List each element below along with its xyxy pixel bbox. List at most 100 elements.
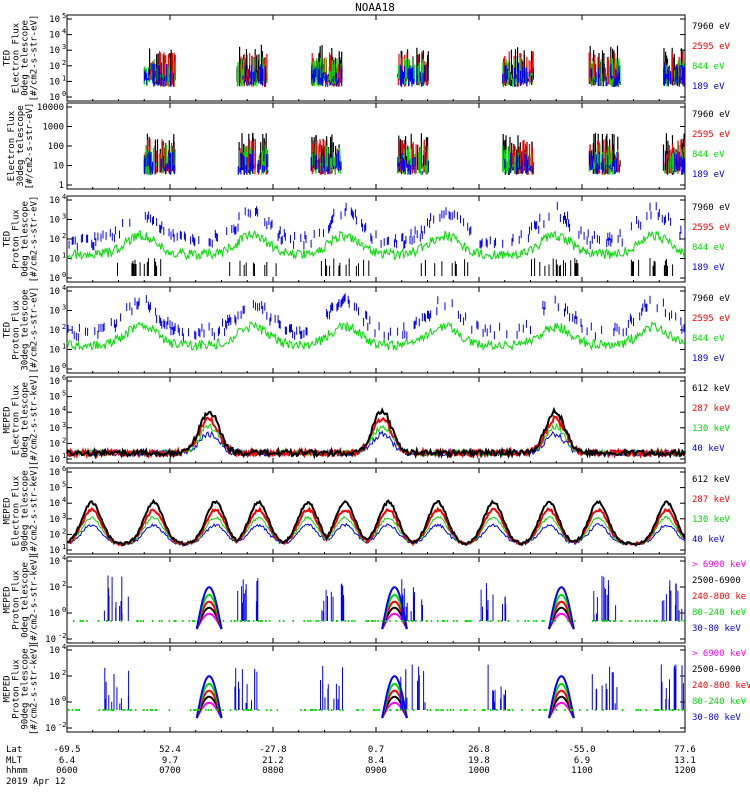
y-tick-label: 10 — [49, 287, 60, 297]
y-tick-label: 10 — [49, 484, 60, 494]
y-tick-label-exponent: 0 — [62, 271, 66, 279]
y-tick-label: 10 — [49, 31, 60, 41]
y-tick-label: 10 — [49, 468, 60, 478]
y-tick-label: 10 — [49, 15, 60, 25]
footer-lat: 77.6 — [674, 745, 696, 755]
footer-time: 1200 — [674, 766, 696, 776]
y-tick-label: 10 — [49, 557, 60, 567]
y-tick-label-exponent: 4 — [62, 284, 66, 292]
y-tick-label: 10 — [49, 393, 60, 403]
footer-time: 0900 — [365, 766, 387, 776]
footer-lat: -69.5 — [53, 745, 80, 755]
y-axis-label-line: [#/cm2-s-str-eV] — [30, 287, 40, 374]
y-tick-label-exponent: 2 — [62, 436, 66, 444]
y-tick-label-exponent: 0 — [62, 695, 66, 703]
y-tick-label-exponent: 3 — [62, 43, 66, 51]
legend-entry-4: 189 eV — [692, 82, 725, 92]
y-tick-label: 10 — [49, 93, 60, 103]
y-tick-label: 10 — [49, 672, 60, 682]
y-axis-label: Electron Flux30deg telescope[#/cm2-s-str… — [7, 103, 35, 190]
legend-entry-1: 612 keV — [692, 384, 731, 394]
y-tick-label-exponent: 3 — [62, 304, 66, 312]
legend-entry-4: 40 keV — [692, 535, 725, 545]
y-tick-label: 10 — [49, 439, 60, 449]
y-tick-label-exponent: 1 — [62, 343, 66, 351]
y-tick-label: 10 — [49, 646, 60, 656]
y-tick-label: 10 — [49, 274, 60, 284]
legend-entry-1: 7960 eV — [692, 203, 731, 213]
y-tick-label: 10 — [49, 609, 60, 619]
y-tick-label: 10 — [49, 255, 60, 265]
footer-mlt: 6.9 — [574, 756, 590, 766]
legend-entry-4: 40 keV — [692, 444, 725, 454]
legend-entry-3: 240-800 keV — [692, 681, 750, 691]
footer-row-label-2: MLT — [6, 756, 23, 766]
y-tick-label: 1 — [59, 181, 64, 191]
y-tick-label-exponent: 1 — [62, 74, 66, 82]
footer-mlt: 6.4 — [59, 756, 75, 766]
y-tick-label: 10 — [49, 377, 60, 387]
y-tick-label: 100 — [48, 142, 64, 152]
y-tick-label-exponent: 3 — [62, 512, 66, 520]
chart-title: NOAA18 — [355, 1, 395, 14]
y-axis-label-line: [#/cm2-s-str-eV] — [25, 103, 35, 190]
y-tick-label: 10 — [49, 408, 60, 418]
y-tick-label-exponent: 4 — [62, 405, 66, 413]
y-tick-label-exponent: 2 — [62, 323, 66, 331]
y-tick-label-exponent: 4 — [62, 554, 66, 562]
footer-mlt: 19.8 — [468, 756, 490, 766]
y-axis-label-line: [#/cm2-s-str-keV] — [30, 643, 40, 735]
legend-entry-1: 7960 eV — [692, 22, 731, 32]
y-tick-label-exponent: 3 — [62, 421, 66, 429]
y-tick-label: 10 — [45, 724, 56, 734]
legend-entry-4: 189 eV — [692, 354, 725, 364]
legend-entry-1: 7960 eV — [692, 294, 731, 304]
y-tick-label-exponent: -2 — [58, 632, 66, 640]
y-tick-label: 10 — [49, 196, 60, 206]
legend-entry-3: 844 eV — [692, 334, 725, 344]
y-tick-label: 10 — [49, 515, 60, 525]
legend-entry-3: 844 eV — [692, 243, 725, 253]
y-tick-label: 10 — [49, 365, 60, 375]
legend-entry-4: 189 eV — [692, 263, 725, 273]
legend-entry-3: 240-800 ke — [692, 592, 746, 602]
y-tick-label-exponent: 0 — [62, 606, 66, 614]
legend-entry-2: 2595 eV — [692, 130, 731, 140]
y-axis-label-line: [#/cm2-s-str-keV] — [30, 465, 40, 557]
y-tick-label: 1000 — [42, 123, 64, 133]
legend-entry-2: 287 keV — [692, 404, 731, 414]
y-tick-label-exponent: 5 — [62, 481, 66, 489]
y-axis-label-line: [#/cm2-s-str-keV] — [30, 554, 40, 646]
footer-row-label-1: Lat — [6, 745, 22, 755]
y-tick-label-exponent: 1 — [62, 252, 66, 260]
y-tick-label: 10 — [49, 424, 60, 434]
y-tick-label: 10 — [49, 583, 60, 593]
y-tick-label-exponent: 2 — [62, 669, 66, 677]
y-tick-label-exponent: 4 — [62, 193, 66, 201]
legend-entry-5: 30-80 keV — [692, 624, 741, 634]
y-tick-label: 10 — [49, 62, 60, 72]
y-tick-label: 10 — [49, 698, 60, 708]
y-tick-label-exponent: 5 — [62, 390, 66, 398]
y-tick-label-exponent: 4 — [62, 28, 66, 36]
y-tick-label-exponent: 4 — [62, 643, 66, 651]
y-tick-label-exponent: 4 — [62, 496, 66, 504]
legend-entry-3: 844 eV — [692, 150, 725, 160]
legend-entry-1: > 6900 keV — [692, 560, 747, 570]
footer-time: 0600 — [56, 766, 78, 776]
footer-row-label-4: 2019 Apr 12 — [6, 777, 66, 787]
legend-entry-2: 2595 eV — [692, 314, 731, 324]
y-tick-label: 10 — [49, 77, 60, 87]
legend-entry-2: 2595 eV — [692, 42, 731, 52]
footer-row-label-3: hhmm — [6, 766, 28, 776]
footer-time: 1100 — [571, 766, 593, 776]
legend-entry-2: 2500-6900 — [692, 576, 741, 586]
legend-entry-5: 30-80 keV — [692, 713, 741, 723]
y-tick-label-exponent: 3 — [62, 213, 66, 221]
footer-time: 0700 — [159, 766, 181, 776]
legend-entry-4: 80-240 keV — [692, 608, 747, 618]
y-tick-label-exponent: 6 — [62, 374, 66, 382]
legend-entry-3: 844 eV — [692, 62, 725, 72]
footer-time: 0800 — [262, 766, 284, 776]
